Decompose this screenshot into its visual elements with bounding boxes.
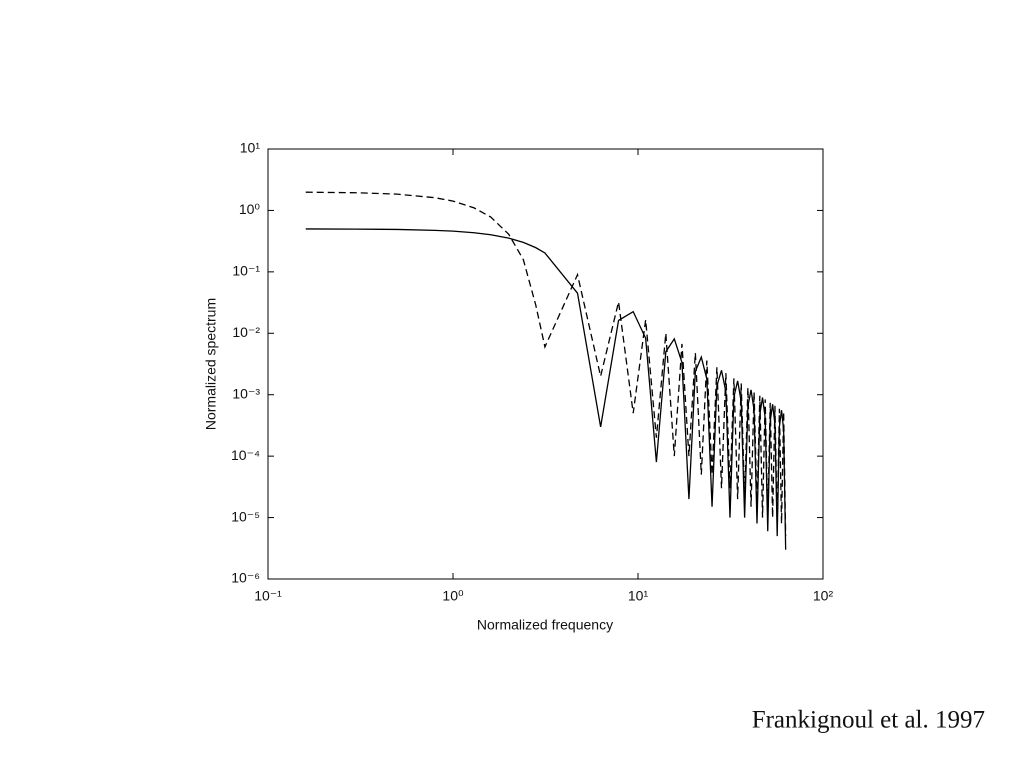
x-tick-label: 10² bbox=[813, 588, 834, 604]
y-tick-label: 10⁻² bbox=[232, 324, 260, 340]
plot-frame bbox=[267, 148, 824, 580]
y-tick-label: 10⁰ bbox=[239, 201, 261, 217]
y-tick-label: 10¹ bbox=[240, 140, 261, 156]
x-tick-label: 10⁻¹ bbox=[254, 588, 282, 604]
x-tick-label: 10⁰ bbox=[442, 588, 464, 604]
y-tick-label: 10⁻⁶ bbox=[231, 570, 260, 586]
series-line bbox=[305, 228, 787, 550]
y-tick-label: 10⁻³ bbox=[232, 385, 260, 401]
caption: Frankignoul et al. 1997 bbox=[752, 707, 985, 734]
y-tick-label: 10⁻⁵ bbox=[231, 508, 260, 524]
y-tick-label: 10⁻⁴ bbox=[231, 447, 260, 463]
x-axis-label: Normalized frequency bbox=[477, 617, 613, 633]
series-line bbox=[305, 191, 787, 537]
y-tick-label: 10⁻¹ bbox=[232, 263, 260, 279]
y-axis-label: Normalized spectrum bbox=[203, 298, 219, 430]
x-tick-label: 10¹ bbox=[628, 588, 649, 604]
